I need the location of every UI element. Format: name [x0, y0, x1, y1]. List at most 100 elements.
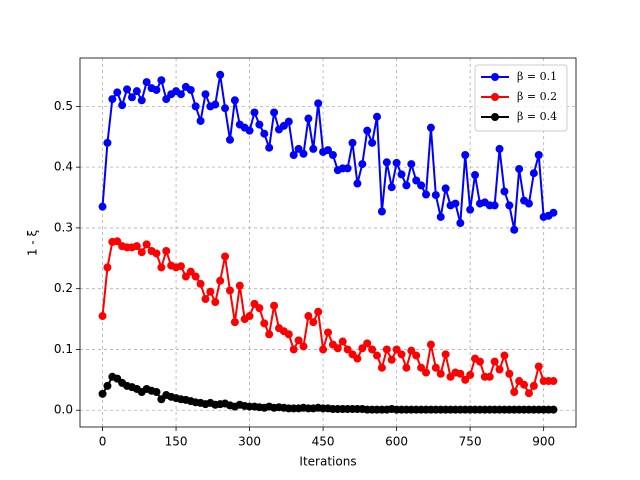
data-point [176, 90, 185, 99]
y-tick-label: 0.3 [54, 220, 73, 234]
data-point [451, 199, 460, 208]
data-point [426, 123, 435, 132]
data-point [289, 345, 298, 354]
data-point [186, 85, 195, 94]
data-point [461, 150, 470, 159]
data-point [377, 207, 386, 216]
data-point [265, 330, 274, 339]
data-point [137, 248, 146, 257]
legend-label: β = 0.2 [517, 90, 557, 103]
data-point [431, 363, 440, 372]
data-point [284, 330, 293, 339]
data-point [412, 176, 421, 185]
data-point [142, 240, 151, 249]
data-point [270, 301, 279, 310]
legend-marker [491, 93, 499, 101]
data-point [441, 184, 450, 193]
y-tick-label: 0.5 [54, 99, 73, 113]
data-point [176, 262, 185, 271]
data-point [103, 138, 112, 147]
data-point [353, 179, 362, 188]
data-point [382, 158, 391, 167]
data-point [260, 319, 269, 328]
data-point [314, 307, 323, 316]
data-point [191, 102, 200, 111]
data-point [137, 96, 146, 105]
data-point [524, 389, 533, 398]
data-point [191, 272, 200, 281]
data-point [98, 389, 107, 398]
data-point [368, 345, 377, 354]
data-point [348, 138, 357, 147]
data-point [358, 160, 367, 169]
data-point [534, 362, 543, 371]
data-point [216, 276, 225, 285]
data-point [436, 369, 445, 378]
data-point [113, 237, 122, 246]
x-tick-label: 600 [385, 435, 408, 449]
data-point [324, 146, 332, 155]
plot-frame [79, 57, 577, 428]
data-point [299, 149, 308, 158]
data-point [461, 375, 470, 384]
data-point [230, 318, 239, 327]
data-point [495, 365, 504, 374]
data-point [373, 112, 382, 121]
data-point [392, 158, 401, 167]
data-point [426, 340, 435, 349]
data-point [113, 88, 122, 97]
data-point [181, 272, 190, 281]
data-point [422, 190, 431, 199]
data-point [363, 126, 372, 135]
data-point [392, 345, 401, 354]
data-point [485, 372, 494, 381]
data-point [500, 351, 509, 360]
data-point [319, 345, 328, 354]
x-tick-label: 900 [532, 435, 555, 449]
data-point [132, 242, 141, 251]
data-point [201, 90, 210, 99]
data-point [324, 328, 332, 337]
data-point [456, 369, 465, 378]
legend-marker [491, 73, 499, 81]
data-point [515, 164, 524, 173]
data-point [255, 120, 264, 129]
data-point [353, 354, 362, 363]
data-point [108, 95, 117, 104]
data-point [132, 87, 141, 96]
data-point [441, 350, 450, 359]
data-point [98, 202, 107, 211]
data-point [549, 208, 558, 217]
data-point [98, 312, 107, 321]
data-point [363, 339, 372, 348]
x-tick-label: 0 [99, 435, 107, 449]
data-point [475, 357, 484, 366]
data-point [524, 199, 533, 208]
legend-marker [491, 113, 499, 121]
data-point [284, 117, 293, 126]
y-tick-label: 0.4 [54, 160, 73, 174]
data-point [510, 225, 519, 234]
data-point [471, 171, 480, 180]
y-axis-label: 1 - ξ [26, 230, 40, 256]
data-point [397, 170, 406, 179]
data-point [397, 350, 406, 359]
data-point [549, 377, 558, 386]
data-point [333, 344, 342, 353]
data-point [402, 181, 411, 190]
data-point [373, 351, 382, 360]
data-point [225, 286, 234, 295]
data-point [328, 150, 337, 159]
data-point [152, 387, 161, 396]
data-point [196, 279, 205, 288]
data-point [157, 263, 166, 272]
data-point [407, 160, 416, 169]
data-point [505, 201, 514, 210]
data-point [265, 143, 274, 152]
data-point [250, 108, 259, 117]
data-point [216, 70, 225, 79]
data-point [270, 108, 279, 117]
data-point [206, 287, 215, 296]
x-tick-label: 750 [459, 435, 482, 449]
data-point [230, 96, 239, 105]
